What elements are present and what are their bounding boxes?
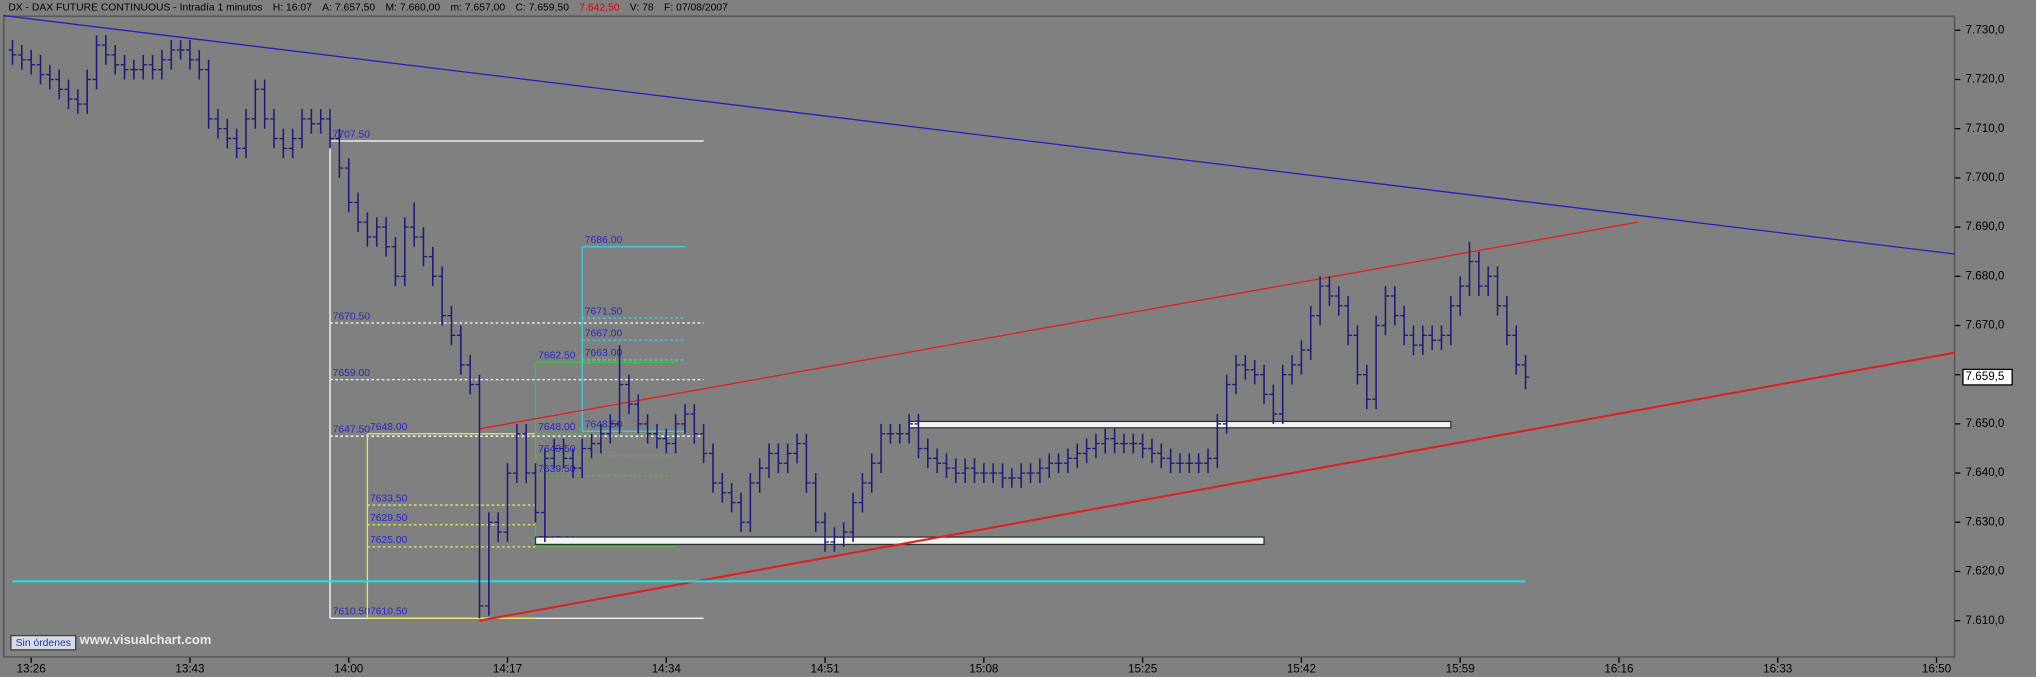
level-label: 7639.50 [538,464,576,475]
level-label: 7633.50 [370,493,408,504]
x-tick-label: 15:08 [969,662,998,675]
x-tick-label: 14:00 [334,662,364,675]
level-label: 7629.50 [370,513,408,524]
level-label: 7610.50 [333,606,371,617]
button-frame[interactable] [10,634,77,651]
trend-line [3,14,1956,255]
level-label: 7648.00 [370,422,408,433]
y-tick-label: 7.710,0 [1966,122,2005,135]
level-label: 7647.50 [333,424,371,435]
header-item: V: 78 [630,3,654,14]
level-label: 7610.50 [370,606,408,617]
level-label: 7667.00 [585,329,623,340]
y-tick-label: 7.640,0 [1966,466,2005,479]
level-label: 7663.00 [585,348,623,359]
y-tick-label: 7.670,0 [1966,319,2005,332]
x-tick-label: 16:33 [1763,662,1792,675]
x-tick-label: 15:59 [1446,662,1475,675]
y-tick-label: 7.730,0 [1966,23,2005,36]
background [3,0,2033,677]
watermark: www.visualchart.com [79,632,212,647]
orders-button[interactable]: Sin órdenes [16,638,71,649]
x-tick-label: 16:50 [1922,662,1952,675]
y-tick-label: 7.690,0 [1966,220,2005,233]
level-label: 7662.50 [538,351,576,362]
last-price-label: 7.659,5 [1966,370,2005,383]
y-tick-label: 7.610,0 [1966,614,2005,627]
y-tick-label: 7.720,0 [1966,73,2005,86]
y-tick-label: 7.680,0 [1966,269,2005,282]
footer: Sin órdenes www.visualchart.com [10,632,212,651]
level-label: 7686.00 [585,235,623,246]
level-label: 7648.00 [538,422,576,433]
x-tick-label: 14:17 [493,662,522,675]
level-label: 7707.50 [333,129,371,140]
header-item: H: 16:07 [273,3,312,14]
plot-frame [3,15,1956,658]
trend-line [479,351,1956,622]
y-tick-label: 7.620,0 [1966,565,2005,578]
header-item: C: 7.659,50 [515,3,569,14]
zone [908,420,1452,429]
level-label: 7671.50 [585,306,623,317]
x-tick-label: 14:34 [652,662,682,675]
last-price-box [1962,368,2013,386]
y-tick-label: 7.700,0 [1966,171,2005,184]
header-item: DX - DAX FUTURE CONTINUOUS - Intradía 1 … [8,3,262,14]
trend-line [479,221,1638,430]
x-tick-label: 13:43 [175,662,204,675]
x-tick-label: 15:42 [1287,662,1316,675]
level-label: 7659.00 [333,368,371,379]
y-tick-label: 7.630,0 [1966,515,2005,528]
header-item: m: 7.657,00 [450,3,505,14]
header-item: M: 7.660,00 [385,3,440,14]
x-tick-label: 14:51 [810,662,839,675]
level-label: 7643.50 [538,444,576,455]
x-tick-label: 15:25 [1128,662,1157,675]
header-item: A: 7.657,50 [322,3,375,14]
level-label: 7625.00 [370,535,408,546]
x-tick-label: 13:26 [17,662,46,675]
level-label: 7648.50 [585,420,623,431]
x-tick-label: 16:16 [1604,662,1633,675]
header-item: 7.642,50 [579,3,620,14]
header-item: F: 07/08/2007 [664,3,728,14]
level-label: 7670.50 [333,311,371,322]
y-tick-label: 7.650,0 [1966,417,2005,430]
